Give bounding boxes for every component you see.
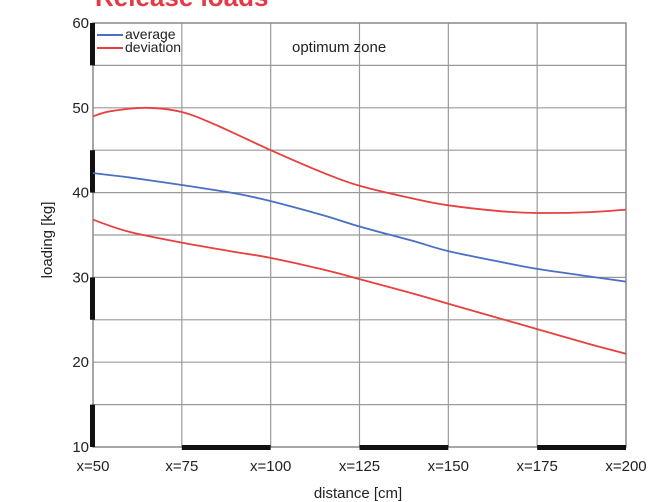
chart-title: Release loads [95,0,268,12]
y-axis-label: loading [kg] [39,202,56,279]
y-tick-label: 50 [72,100,89,117]
x-tick-label: x=75 [165,458,198,475]
x-tick-label: x=200 [605,458,646,475]
y-tick-label: 10 [72,439,89,456]
x-axis-bar [359,445,449,450]
annotation-optimum-zone: optimum zone [292,39,386,56]
x-axis-label: distance [cm] [314,485,402,502]
y-axis-bar [90,150,95,193]
series-deviation-lower-line [92,218,627,355]
series-deviation-upper-line [92,106,627,214]
series-layer [92,106,627,355]
y-tick-label: 20 [72,354,89,371]
x-tick-label: x=150 [428,458,469,475]
x-tick-label: x=50 [77,458,110,475]
y-tick-label: 30 [72,269,89,286]
axis-bars [90,23,626,450]
y-axis-bar [90,404,95,447]
legend-label-deviation: deviation [125,39,181,55]
y-axis-bar [90,23,95,66]
ticks: 10 20 30 40 50 60 x=50 x=75 x=100 x=125 x=150 x=175… [72,15,646,475]
legend-label-average: average [125,26,176,42]
grid [92,22,627,448]
y-axis-bar [90,277,95,320]
y-tick-label: 60 [72,15,89,32]
y-tick-label: 40 [72,185,89,202]
x-tick-label: x=100 [250,458,291,475]
x-axis-bar [181,445,271,450]
series-average-line [92,172,627,283]
x-tick-label: x=175 [517,458,558,475]
x-axis-bar [537,445,626,450]
x-tick-label: x=125 [339,458,380,475]
